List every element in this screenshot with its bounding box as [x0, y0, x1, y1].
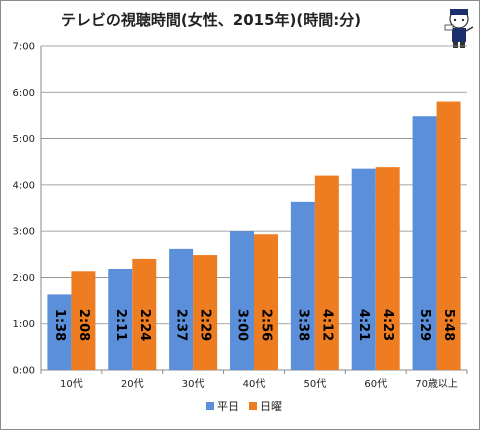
legend-swatch [249, 402, 257, 410]
bar-weekday [290, 201, 315, 370]
x-category-label: 40代 [243, 378, 266, 390]
y-tick-label: 0:00 [13, 366, 35, 377]
bar-value-label: 2:11 [113, 309, 128, 341]
bar-value-label: 2:56 [259, 309, 274, 341]
x-category-label: 10代 [60, 378, 83, 390]
bar-sunday [375, 167, 400, 370]
bar-value-label: 2:29 [198, 309, 213, 341]
bar-value-label: 2:24 [137, 309, 152, 341]
bar-weekday [169, 248, 194, 370]
x-category-label: 20代 [121, 378, 144, 390]
y-tick-label: 3:00 [13, 227, 35, 238]
legend-label: 日曜 [260, 400, 282, 413]
bars [47, 101, 461, 371]
bar-value-label: 2:08 [76, 309, 91, 341]
chart-title: テレビの視聴時間(女性、2015年)(時間:分) [61, 11, 361, 29]
bar-sunday [193, 255, 218, 370]
y-tick-label: 4:00 [13, 180, 35, 191]
x-category-label: 30代 [182, 378, 205, 390]
bar-weekday [412, 116, 437, 371]
legend-label: 平日 [217, 400, 239, 413]
x-category-label: 60代 [364, 378, 387, 390]
bar-value-label: 2:37 [174, 309, 189, 341]
bar-weekday [230, 231, 254, 370]
bar-sunday [132, 258, 157, 370]
bar-value-label: 3:00 [235, 309, 250, 341]
bar-sunday [71, 271, 96, 370]
bar-value-label: 5:48 [441, 309, 456, 341]
bar-sunday [254, 234, 278, 370]
bar-labels: 1:38 2:08 2:11 2:24 2:37 2:29 3:00 2:56 3:38 4:12… [52, 309, 456, 341]
bar-value-label: 4:21 [356, 309, 371, 341]
y-tick-label: 7:00 [13, 42, 35, 53]
y-tick-label: 6:00 [13, 88, 35, 99]
bar-value-label: 4:23 [380, 309, 395, 341]
axes: 0:00 1:00 2:00 3:00 4:00 5:00 6:00 7:00 10代 20代 30… [13, 42, 468, 390]
bar-weekday [351, 168, 376, 370]
y-tick-label: 1:00 [13, 319, 35, 330]
x-category-label: 70歳以上 [415, 378, 458, 390]
legend: 平日 日曜 [206, 400, 282, 413]
legend-swatch [206, 402, 214, 410]
mascot-logo-icon [444, 9, 474, 48]
y-tick-label: 2:00 [13, 273, 35, 284]
bar-weekday [47, 294, 72, 370]
bar-weekday [108, 268, 133, 370]
bar-value-label: 4:12 [319, 309, 334, 341]
y-tick-label: 5:00 [13, 134, 35, 145]
bar-value-label: 3:38 [295, 309, 310, 341]
bar-sunday [436, 101, 461, 371]
bar-value-label: 5:29 [417, 309, 432, 341]
x-category-label: 50代 [303, 378, 326, 390]
bar-value-label: 1:38 [52, 309, 67, 341]
bar-sunday [314, 175, 339, 370]
